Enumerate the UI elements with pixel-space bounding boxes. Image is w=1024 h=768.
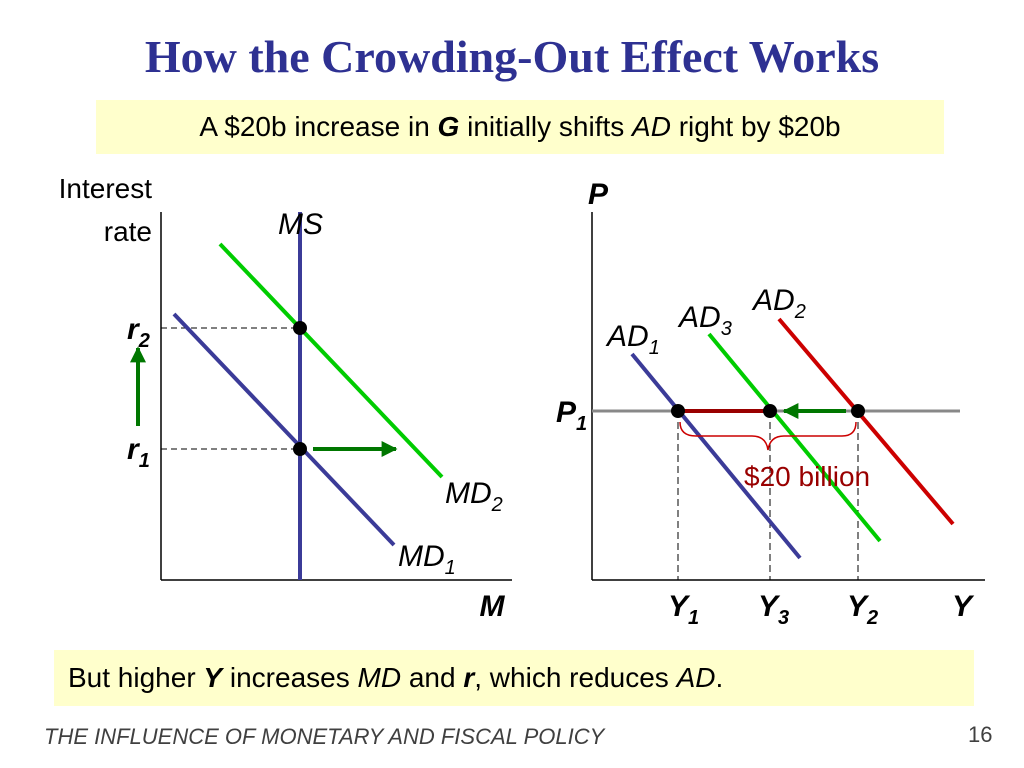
y2-label: Y2 xyxy=(847,590,878,629)
top-caption-text-2: initially shifts xyxy=(459,111,633,142)
ad2-curve xyxy=(777,317,955,526)
bottom-caption-ad: AD xyxy=(676,662,716,693)
money-y-axis-label-line1: Interest xyxy=(59,173,153,204)
bottom-caption-r: r xyxy=(463,662,475,693)
money-y-axis-label-line2: rate xyxy=(104,216,152,247)
top-caption-g: G xyxy=(437,111,460,142)
ms-label: MS xyxy=(278,208,323,241)
money-x-axis-label: M xyxy=(480,590,506,623)
top-caption-text-1: A $20b increase in xyxy=(199,111,438,142)
y3-label: Y3 xyxy=(758,590,789,629)
bottom-caption-box: But higher Y increases MD and r, which r… xyxy=(54,650,974,706)
page-number: 16 xyxy=(968,722,993,747)
equilibrium-point-y2 xyxy=(851,404,865,418)
equilibrium-point-r2 xyxy=(293,321,307,335)
md2-curve xyxy=(218,242,444,479)
bottom-caption-md: MD xyxy=(357,662,402,693)
r2-label: r2 xyxy=(127,313,150,352)
bottom-caption-y: Y xyxy=(203,662,223,693)
footer-text: THE INFLUENCE OF MONETARY AND FISCAL POL… xyxy=(44,724,605,749)
bottom-caption-text-5: . xyxy=(715,662,724,693)
shift-brace xyxy=(679,421,857,451)
md1-label: MD1 xyxy=(398,540,456,579)
bottom-caption-text-4: , which reduces xyxy=(474,662,677,693)
bottom-caption-text-1: But higher xyxy=(68,662,204,693)
r1-label: r1 xyxy=(127,433,150,472)
equilibrium-point-r1 xyxy=(293,442,307,456)
md1-curve xyxy=(172,312,396,547)
bottom-caption-text-3: and xyxy=(401,662,464,693)
ad-x-axis-label: Y xyxy=(952,590,975,623)
top-caption-ad: AD xyxy=(632,111,671,142)
top-caption-text-3: right by $20b xyxy=(670,111,841,142)
p1-label: P1 xyxy=(556,396,587,435)
top-caption-box: A $20b increase in G initially shifts AD… xyxy=(96,100,944,154)
bottom-caption-text-2: increases xyxy=(222,662,358,693)
ad3-curve xyxy=(707,332,882,543)
equilibrium-point-y3 xyxy=(763,404,777,418)
equilibrium-point-y1 xyxy=(671,404,685,418)
ad2-label: AD2 xyxy=(751,284,806,323)
slide-title: How the Crowding-Out Effect Works xyxy=(144,31,880,82)
ad1-label: AD1 xyxy=(605,320,660,359)
ad1-curve xyxy=(630,352,802,560)
ad3-label: AD3 xyxy=(677,301,732,340)
y1-label: Y1 xyxy=(668,590,699,629)
md2-label: MD2 xyxy=(445,477,503,516)
shift-amount-label: $20 billion xyxy=(744,461,870,492)
ad-y-axis-label: P xyxy=(588,178,609,211)
